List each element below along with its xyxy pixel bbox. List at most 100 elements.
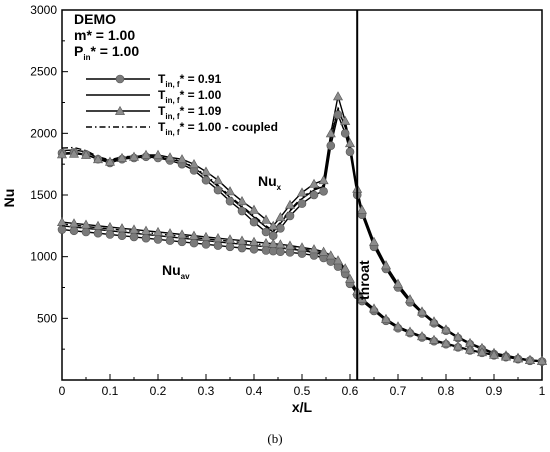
series-6-triangle-marker [248, 236, 260, 246]
series-4-circle-marker [213, 241, 223, 250]
legend-marker [115, 74, 125, 84]
x-tick-label: 0.3 [198, 384, 215, 398]
series-6-triangle-marker [268, 238, 279, 248]
y-tick-label: 500 [37, 311, 57, 325]
series-0-circle-marker [261, 227, 271, 237]
series-2-triangle-marker [318, 175, 329, 185]
series-2-triangle-marker [416, 306, 428, 316]
series-4-circle-marker [285, 248, 295, 257]
series-2-triangle-marker [392, 278, 404, 288]
series-2-triangle-marker [440, 324, 452, 334]
series-4-circle-marker [225, 242, 235, 252]
series-6-triangle-marker [325, 250, 336, 260]
series-6-triangle-marker [476, 347, 488, 357]
series-0-circle-marker [201, 175, 211, 185]
series-6-triangle-marker [464, 344, 476, 354]
series-2-triangle-marker [152, 149, 164, 159]
series-2-triangle-marker [224, 186, 236, 196]
series-2-triangle-marker [296, 187, 308, 197]
series-6-triangle-marker [128, 224, 140, 234]
series-0-circle-marker [225, 196, 235, 206]
series-2-triangle-marker [116, 152, 128, 162]
series-2-triangle-marker [188, 159, 200, 169]
series-4-circle-marker [117, 231, 127, 240]
x-tick-label: 0.2 [150, 384, 167, 398]
series-6-triangle-marker [140, 225, 152, 235]
series-2-triangle-marker [284, 199, 296, 209]
legend-entry: Tin, f* = 0.91 [158, 72, 222, 89]
series-6-triangle-marker [236, 235, 248, 245]
throat-label: throat [356, 260, 372, 300]
series-6-triangle-marker [512, 353, 524, 363]
series-0-circle-marker [213, 185, 223, 195]
series-4-circle-marker [268, 246, 278, 256]
info-box: DEMO m* = 1.00 Pin* = 1.00 [74, 11, 139, 62]
x-tick-label: 0.8 [438, 384, 455, 398]
series-6-triangle-marker [80, 219, 92, 229]
series-2-triangle-marker [356, 204, 368, 214]
series-2-triangle-marker [140, 149, 152, 159]
series-6-triangle-marker [224, 234, 236, 244]
series-2-triangle-marker [236, 196, 248, 206]
x-tick-label: 0.6 [342, 384, 359, 398]
series-6-triangle-marker [452, 341, 464, 351]
series-6-triangle-marker [308, 244, 320, 254]
x-tick-label: 0.9 [486, 384, 503, 398]
series-6-triangle-marker [188, 230, 200, 240]
series-4-circle-marker [153, 235, 163, 244]
series-4-circle-marker [105, 230, 115, 239]
series-2-triangle-marker [128, 151, 140, 161]
series-2-triangle-marker [308, 178, 320, 188]
series-6-triangle-marker [152, 226, 164, 236]
series-6-triangle-marker [318, 246, 329, 256]
series-6-triangle-marker [284, 240, 296, 250]
series-2-triangle-marker [404, 294, 416, 304]
info-line-2: m* = 1.00 [74, 27, 135, 43]
series-4-circle-marker [237, 243, 247, 253]
series-4-circle-marker [261, 246, 271, 255]
x-tick-label: 0.5 [294, 384, 311, 398]
series-2-triangle-marker [56, 149, 68, 159]
info-line-1: DEMO [74, 11, 116, 27]
x-tick-label: 0.7 [390, 384, 407, 398]
series-4-circle-marker [189, 238, 199, 248]
series-2-triangle-marker [212, 175, 224, 185]
nux-label: Nux [258, 173, 282, 192]
series-4-circle-marker [177, 237, 187, 247]
legend-entry: Tin, f* = 1.09 [158, 104, 222, 121]
series-2-triangle-marker [428, 316, 440, 326]
plot-markers [56, 91, 548, 366]
series-6-triangle-marker [104, 221, 116, 231]
series-6-triangle-marker [356, 293, 368, 303]
info-line-3: Pin* = 1.00 [74, 43, 139, 62]
series-2-triangle-marker [332, 91, 344, 101]
series-6-triangle-marker [116, 223, 128, 233]
series-6-triangle-marker [340, 263, 351, 273]
legend-marker [114, 105, 126, 115]
series-0-circle-marker [297, 199, 307, 208]
series-6-triangle-marker [428, 334, 440, 344]
series-2-triangle-marker [368, 236, 380, 246]
series-6-triangle-marker [212, 233, 224, 243]
series-6-triangle-marker [416, 331, 428, 341]
series-4-circle-marker [69, 226, 79, 236]
series-4-circle-marker [141, 233, 151, 243]
series-0-circle-marker [309, 190, 319, 200]
legend-entry: Tin, f* = 1.00 - coupled [158, 120, 278, 137]
x-tick-label: 0 [59, 384, 66, 398]
series-6-triangle-marker [200, 231, 212, 241]
series-2-triangle-marker [268, 220, 279, 230]
series-6-triangle-marker [176, 229, 188, 239]
series-6-triangle-marker [440, 338, 452, 348]
series-6-triangle-marker [164, 228, 176, 238]
series-6-triangle-marker [404, 326, 416, 336]
series-6-triangle-marker [524, 354, 536, 364]
series-4-circle-marker [57, 225, 67, 234]
series-2-triangle-marker [344, 138, 356, 148]
series-0-circle-marker [276, 224, 285, 233]
figure-caption: (b) [267, 431, 282, 446]
series-4-circle-marker [129, 232, 139, 242]
series-0-circle-marker [268, 231, 278, 240]
series-2-triangle-marker [92, 154, 104, 164]
